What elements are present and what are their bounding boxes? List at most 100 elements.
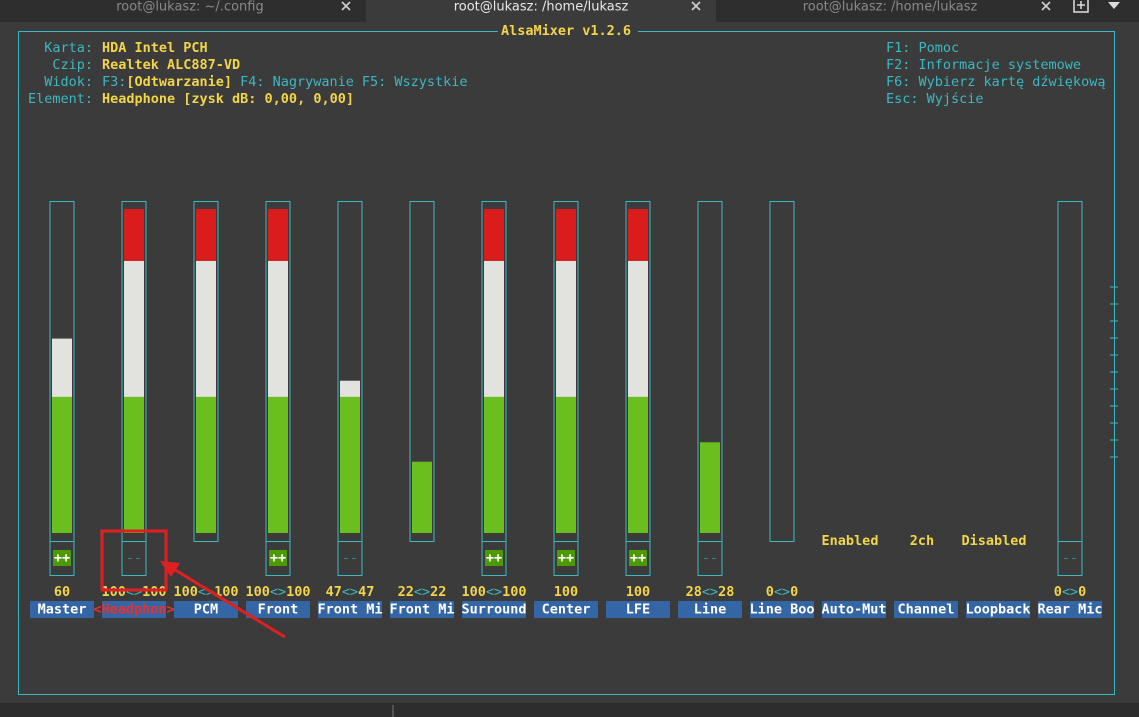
help-item: F6: Wybierz kartę dźwiękową: [886, 74, 1105, 90]
channel-label-bg[interactable]: [390, 601, 454, 618]
scroll-arrows: [1110, 286, 1118, 458]
volume-level: [412, 461, 432, 533]
channel-label[interactable]: Front Mi: [389, 602, 454, 618]
mute-frame: [337, 541, 363, 576]
channel-label-bg[interactable]: [174, 601, 238, 618]
volume-separator: <>: [270, 584, 286, 600]
volume-right: 22: [430, 584, 446, 600]
tab-title[interactable]: root@lukasz: ~/.config: [116, 0, 263, 15]
channel-label[interactable]: Auto-Mut: [821, 602, 886, 618]
info-label: Czip:: [52, 57, 93, 73]
tab-menu-button[interactable]: [1108, 2, 1120, 9]
status-strip: [0, 703, 1139, 717]
mute-indicator: [269, 550, 287, 566]
volume-level: [196, 260, 216, 397]
mute-state: ++: [54, 550, 70, 566]
volume-left: 100: [245, 584, 269, 600]
channel-label-bg[interactable]: [534, 601, 598, 618]
volume-right: 100: [142, 584, 166, 600]
volume-separator: <>: [1062, 584, 1078, 600]
channel-label-bg[interactable]: [606, 601, 670, 618]
volume-level: [628, 209, 648, 261]
channel-label-bg[interactable]: [822, 601, 886, 618]
volume-level: [124, 260, 144, 397]
tab-title[interactable]: root@lukasz: /home/lukasz: [803, 0, 978, 15]
channel-label[interactable]: PCM: [194, 602, 218, 618]
channel-label-bg[interactable]: [102, 601, 166, 618]
channel-label[interactable]: <Headphon>: [93, 602, 174, 618]
mute-frame: [481, 541, 507, 576]
channel-label[interactable]: Channel: [898, 602, 955, 618]
mute-state: --: [702, 550, 718, 566]
mute-state: ++: [270, 550, 286, 566]
view-line: F3:[Odtwarzanie] F4: Nagrywanie F5: Wszyst…: [102, 74, 468, 90]
help-item: F1: Pomoc: [886, 40, 959, 56]
channel-label[interactable]: Rear Mic: [1037, 602, 1102, 618]
mute-frame: [553, 541, 579, 576]
scroll-arrow-lines: [1110, 286, 1118, 458]
channel-label-bg[interactable]: [318, 601, 382, 618]
channel-label-bg[interactable]: [462, 601, 526, 618]
volume-level: [340, 380, 360, 397]
info-value: Headphone [zysk dB: 0,00, 0,00]: [102, 91, 354, 107]
channel-label-bg[interactable]: [894, 601, 958, 618]
channel-label[interactable]: Loopback: [965, 602, 1030, 618]
mute-indicator: [485, 550, 503, 566]
mute-frame: [1057, 541, 1083, 576]
volume-level: [556, 209, 576, 261]
volume-value: 100: [554, 584, 578, 600]
volume-level: [556, 260, 576, 397]
volume-separator: <>: [126, 584, 142, 600]
volume-separator: <>: [774, 584, 790, 600]
channel-label-bg[interactable]: [966, 601, 1030, 618]
channel-label-bg[interactable]: [246, 601, 310, 618]
channel-label[interactable]: Surround: [461, 602, 526, 618]
close-icon[interactable]: [341, 1, 351, 11]
volume-value: 100<>100: [101, 584, 166, 600]
volume-level: [556, 396, 576, 533]
volume-level: [196, 209, 216, 261]
volume-level: [196, 396, 216, 533]
volume-value: 47<>47: [326, 584, 375, 600]
channel-label[interactable]: Center: [542, 602, 591, 618]
close-icon[interactable]: [1041, 1, 1051, 11]
volume-level: [628, 260, 648, 397]
volume-left: 0: [766, 584, 774, 600]
volume-level: [484, 209, 504, 261]
channel-label[interactable]: Front: [258, 602, 299, 618]
info-value: HDA Intel PCH: [102, 40, 208, 56]
volume-value: 60: [54, 584, 70, 600]
volume-left: 47: [326, 584, 342, 600]
volume-value: 0<>0: [766, 584, 799, 600]
channel-label[interactable]: Line: [694, 602, 727, 618]
mute-frame: [265, 541, 291, 576]
volume-separator: <>: [486, 584, 502, 600]
volume-value: 0<>0: [1054, 584, 1087, 600]
volume-left: 60: [54, 584, 70, 600]
view-option: F4: Nagrywanie: [240, 74, 354, 90]
tab-title[interactable]: root@lukasz: /home/lukasz: [454, 0, 629, 15]
volume-separator: <>: [414, 584, 430, 600]
volume-level: [52, 338, 72, 397]
volume-level: [124, 396, 144, 533]
channel-label-bg[interactable]: [750, 601, 814, 618]
volume-level: [340, 396, 360, 533]
info-value: Realtek ALC887-VD: [102, 57, 240, 73]
volume-separator: <>: [702, 584, 718, 600]
close-icon[interactable]: [691, 1, 701, 11]
volume-level: [628, 396, 648, 533]
volume-left: 0: [1054, 584, 1062, 600]
switch-state: Enabled: [822, 533, 879, 549]
channel-label-bg[interactable]: [1038, 601, 1102, 618]
channel-label[interactable]: Front Mi: [317, 602, 382, 618]
channel-label[interactable]: Master: [38, 602, 87, 618]
channel-label-bg[interactable]: [678, 601, 742, 618]
channel-label[interactable]: LFE: [626, 602, 650, 618]
new-tab-button[interactable]: [1073, 0, 1089, 13]
channel-label-bg[interactable]: [30, 601, 94, 618]
volume-frame: [193, 201, 219, 542]
volume-level: [268, 209, 288, 261]
volume-value: 100<>100: [245, 584, 310, 600]
channel-label[interactable]: Line Boo: [749, 602, 814, 618]
